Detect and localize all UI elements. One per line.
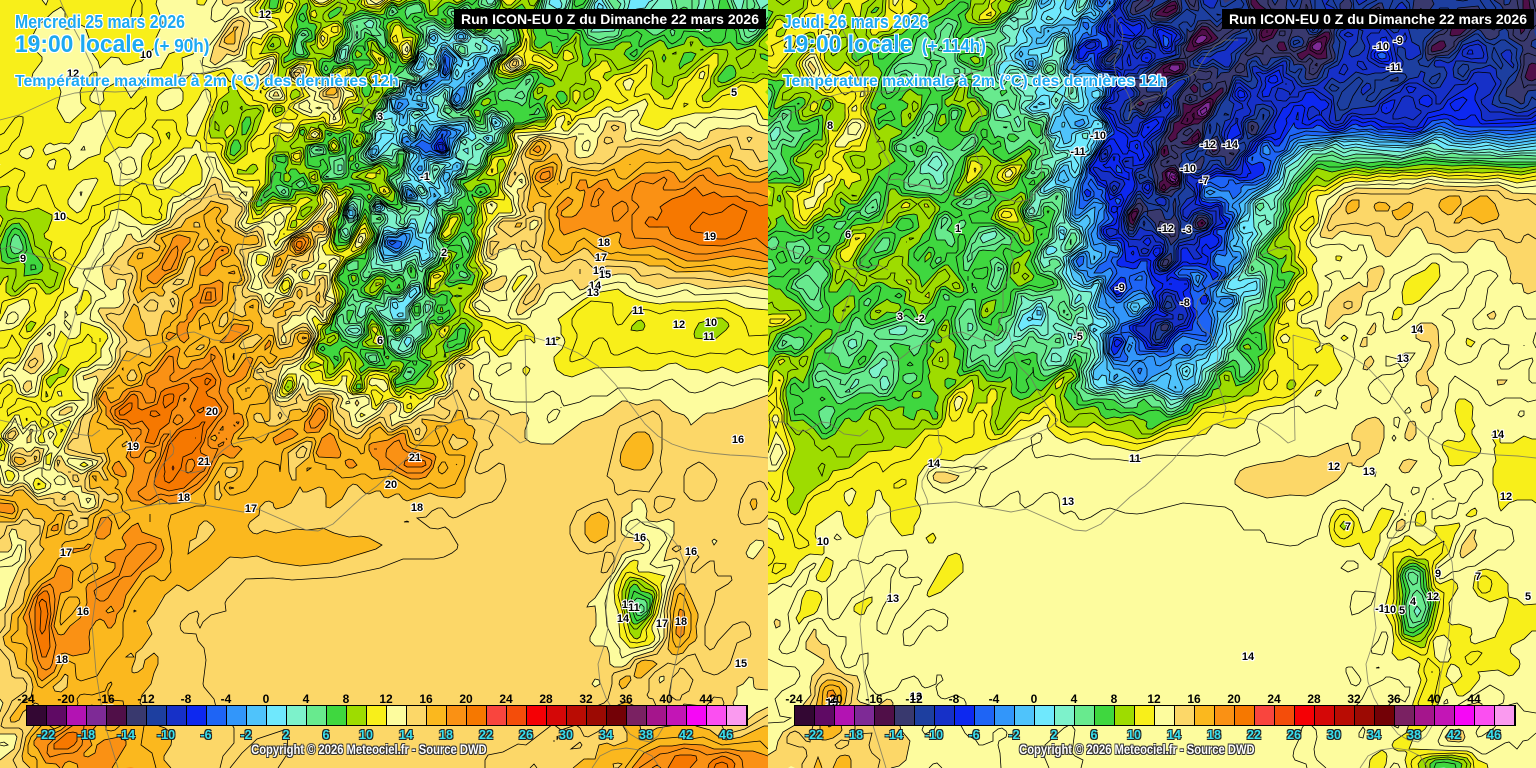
- svg-text:-10: -10: [1090, 130, 1106, 142]
- svg-text:5: 5: [731, 87, 737, 99]
- svg-text:21: 21: [409, 452, 421, 464]
- svg-text:12: 12: [1328, 461, 1340, 473]
- svg-text:13: 13: [1397, 353, 1409, 365]
- svg-text:-12: -12: [1200, 139, 1216, 151]
- svg-text:12: 12: [673, 319, 685, 331]
- svg-text:-9: -9: [1393, 35, 1403, 47]
- svg-text:-11: -11: [1386, 62, 1401, 74]
- svg-text:14: 14: [1411, 324, 1424, 336]
- svg-text:16: 16: [685, 546, 697, 558]
- svg-text:16: 16: [732, 434, 744, 446]
- svg-text:3: 3: [897, 311, 903, 323]
- svg-text:-14: -14: [1222, 139, 1239, 151]
- svg-text:21: 21: [198, 456, 210, 468]
- svg-text:17: 17: [60, 547, 72, 559]
- svg-text:11: 11: [703, 331, 715, 343]
- svg-text:12: 12: [67, 68, 79, 80]
- svg-text:18: 18: [411, 502, 423, 514]
- svg-text:12: 12: [259, 9, 271, 21]
- svg-text:-10: -10: [1180, 163, 1196, 175]
- svg-text:-7: -7: [1199, 175, 1209, 187]
- svg-text:14: 14: [617, 613, 630, 625]
- svg-text:16: 16: [634, 532, 646, 544]
- svg-text:2: 2: [441, 247, 447, 259]
- svg-text:6: 6: [845, 229, 851, 241]
- svg-text:9: 9: [1435, 568, 1441, 580]
- svg-text:5: 5: [1399, 605, 1405, 617]
- svg-text:15: 15: [735, 658, 747, 670]
- svg-text:17: 17: [595, 252, 607, 264]
- svg-text:13: 13: [587, 287, 599, 299]
- svg-text:19: 19: [704, 231, 716, 243]
- svg-text:20: 20: [206, 406, 218, 418]
- svg-text:12: 12: [622, 599, 634, 611]
- svg-text:20: 20: [385, 479, 397, 491]
- svg-text:13: 13: [910, 691, 922, 703]
- svg-text:13: 13: [1062, 496, 1074, 508]
- svg-text:18: 18: [598, 237, 610, 249]
- svg-text:10: 10: [817, 536, 829, 548]
- svg-text:-1: -1: [420, 171, 430, 183]
- svg-text:8: 8: [827, 120, 833, 132]
- svg-text:10: 10: [1384, 604, 1396, 616]
- svg-text:17: 17: [245, 503, 257, 515]
- svg-text:18: 18: [675, 616, 687, 628]
- svg-text:10: 10: [140, 49, 152, 61]
- svg-text:-10: -10: [1373, 41, 1389, 53]
- svg-text:19: 19: [127, 441, 139, 453]
- svg-text:14: 14: [1492, 429, 1505, 441]
- svg-text:-2: -2: [915, 313, 925, 325]
- svg-text:13: 13: [887, 593, 899, 605]
- svg-text:12: 12: [1500, 491, 1512, 503]
- svg-text:-12: -12: [1158, 223, 1174, 235]
- svg-text:15: 15: [599, 269, 611, 281]
- svg-text:-5: -5: [1073, 331, 1083, 343]
- svg-text:7: 7: [1475, 571, 1481, 583]
- svg-text:16: 16: [77, 606, 89, 618]
- svg-text:-8: -8: [1180, 297, 1190, 309]
- svg-text:13: 13: [1363, 466, 1375, 478]
- svg-text:14: 14: [589, 280, 602, 292]
- svg-text:11: 11: [632, 305, 644, 317]
- svg-text:11: 11: [628, 602, 640, 614]
- svg-text:-9: -9: [1115, 282, 1125, 294]
- svg-text:16: 16: [593, 265, 605, 277]
- svg-text:10: 10: [54, 211, 66, 223]
- svg-text:3: 3: [377, 111, 383, 123]
- svg-text:1: 1: [955, 223, 961, 235]
- svg-text:9: 9: [20, 253, 26, 265]
- svg-text:11: 11: [545, 336, 557, 348]
- svg-text:-3: -3: [1182, 224, 1192, 236]
- svg-text:11: 11: [1129, 453, 1141, 465]
- svg-text:6: 6: [377, 335, 383, 347]
- svg-text:7: 7: [1345, 521, 1351, 533]
- svg-text:14: 14: [928, 458, 941, 470]
- svg-text:-1: -1: [1375, 603, 1385, 615]
- svg-text:-11: -11: [1070, 146, 1085, 158]
- svg-text:17: 17: [656, 618, 668, 630]
- svg-text:14: 14: [1242, 651, 1255, 663]
- svg-text:18: 18: [56, 654, 68, 666]
- svg-text:4: 4: [1410, 596, 1417, 608]
- svg-text:5: 5: [1525, 591, 1531, 603]
- svg-text:10: 10: [705, 317, 717, 329]
- svg-text:18: 18: [178, 492, 190, 504]
- svg-text:12: 12: [1427, 591, 1439, 603]
